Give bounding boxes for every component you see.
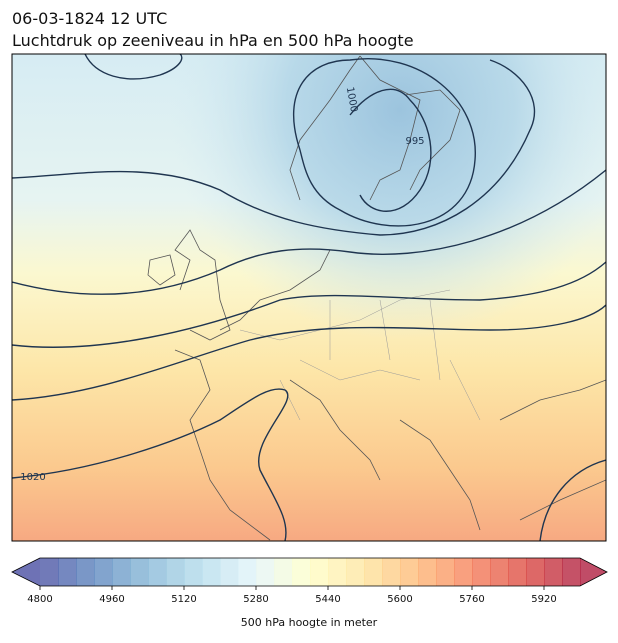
colorbar: 4800 4960 5120 5280 5440 5600 5760 5920: [11, 557, 608, 605]
colorbar-segment: [400, 558, 419, 586]
colorbar-extend-low: [12, 558, 40, 586]
colorbar-segment: [40, 558, 59, 586]
isobar: [84, 54, 183, 80]
colorbar-tick-label: 5280: [243, 594, 268, 605]
isobar: [292, 58, 476, 227]
colorbar-segment: [436, 558, 455, 586]
low-pressure-area: [12, 54, 606, 354]
colorbar-tick-label: 4960: [99, 594, 124, 605]
colorbar-tick-label: 5760: [459, 594, 484, 605]
coastline: [147, 55, 606, 541]
isobar: [12, 261, 606, 348]
colorbar-segment: [238, 558, 257, 586]
colorbar-segment: [562, 558, 581, 586]
date-title: 06-03-1824 12 UTC: [12, 9, 167, 28]
isobar: [349, 88, 432, 212]
colorbar-segment: [346, 558, 365, 586]
colorbar-segment: [472, 558, 491, 586]
chart-title: Luchtdruk op zeeniveau in hPa en 500 hPa…: [12, 31, 414, 50]
contour-label: 1020: [20, 472, 45, 483]
colorbar-segment: [76, 558, 95, 586]
colorbar-segment: [544, 558, 563, 586]
isobar: [539, 459, 606, 541]
colorbar-segment: [328, 558, 347, 586]
colorbar-segment: [220, 558, 239, 586]
colorbar-segment: [490, 558, 509, 586]
colorbar-segment: [148, 558, 167, 586]
map: 1000 995 1020: [12, 54, 606, 541]
country-border: [239, 289, 481, 421]
colorbar-segment: [382, 558, 401, 586]
colorbar-segment: [202, 558, 221, 586]
colorbar-segment: [58, 558, 77, 586]
colorbar-segment: [112, 558, 131, 586]
isobar: [12, 388, 289, 541]
colorbar-label: 500 hPa hoogte in meter: [241, 616, 378, 629]
contour-label: 995: [405, 136, 424, 147]
isobar: [12, 304, 606, 401]
colorbar-segment: [274, 558, 293, 586]
colorbar-segment: [364, 558, 383, 586]
colorbar-segment: [166, 558, 185, 586]
colorbar-tick-label: 5440: [315, 594, 340, 605]
colorbar-segment: [256, 558, 275, 586]
colorbar-tick-label: 5600: [387, 594, 412, 605]
colorbar-tick-label: 5120: [171, 594, 196, 605]
colorbar-segment: [418, 558, 437, 586]
contour-label: 1000: [344, 86, 359, 113]
map-frame: [11, 53, 607, 542]
colorbar-segment: [130, 558, 149, 586]
colorbar-segment: [94, 558, 113, 586]
colorbar-tick-label: 5920: [531, 594, 556, 605]
colorbar-segment: [508, 558, 527, 586]
colorbar-outline: [11, 557, 608, 587]
isobar: [12, 59, 536, 236]
colorbar-segment: [184, 558, 203, 586]
colorbar-segment: [310, 558, 329, 586]
colorbar-segment: [526, 558, 545, 586]
colorbar-extend-high: [580, 558, 607, 586]
isobar: [12, 169, 606, 295]
colorbar-tick-label: 4800: [27, 594, 52, 605]
colorbar-segment: [454, 558, 473, 586]
colorbar-segment: [292, 558, 311, 586]
